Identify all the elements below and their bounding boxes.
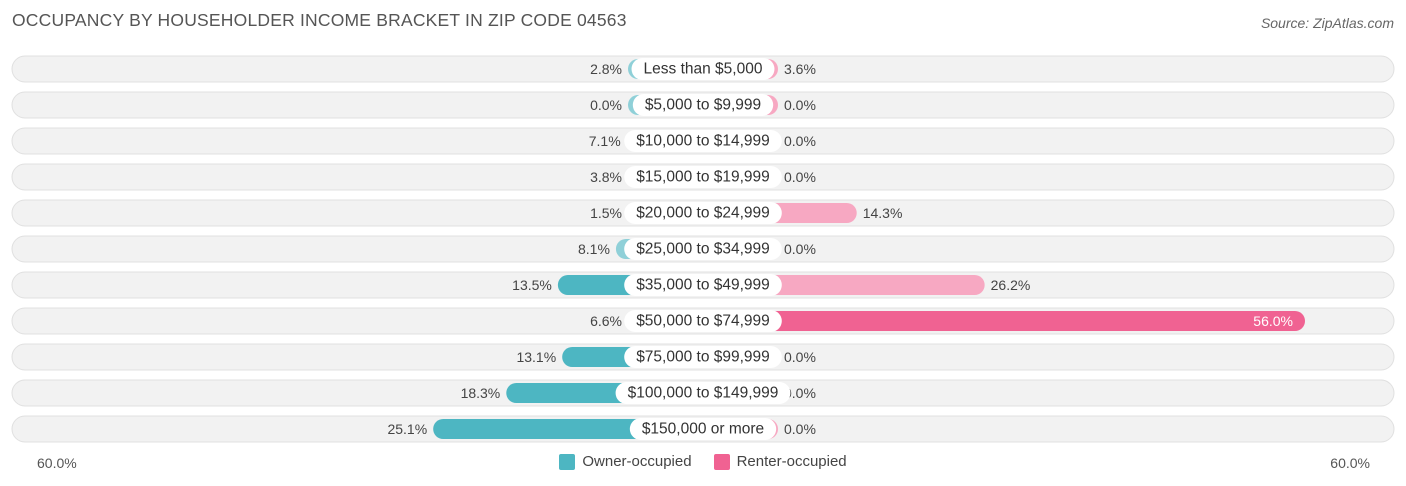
category-pill (624, 238, 782, 260)
category-pill (624, 310, 782, 332)
chart-source: Source: ZipAtlas.com (1260, 15, 1394, 31)
category-label: $150,000 or more (642, 421, 764, 438)
owner-value-label: 7.1% (589, 133, 621, 149)
owner-value-label: 18.3% (461, 385, 501, 401)
owner-value-label: 6.6% (590, 313, 622, 329)
category-label: $50,000 to $74,999 (636, 313, 770, 330)
legend: Owner-occupied Renter-occupied (0, 453, 1406, 470)
owner-value-label: 13.5% (512, 277, 552, 293)
category-label: Less than $5,000 (644, 61, 763, 78)
category-pill (624, 166, 782, 188)
renter-value-label: 26.2% (991, 277, 1031, 293)
category-pill (624, 274, 782, 296)
category-pill (615, 382, 791, 404)
axis-right-label: 60.0% (1330, 455, 1370, 471)
chart-title: OCCUPANCY BY HOUSEHOLDER INCOME BRACKET … (12, 10, 627, 30)
owner-value-label: 13.1% (516, 349, 556, 365)
category-label: $20,000 to $24,999 (636, 205, 770, 222)
category-label: $5,000 to $9,999 (645, 97, 761, 114)
owner-value-label: 3.8% (590, 169, 622, 185)
renter-value-label: 0.0% (784, 169, 816, 185)
legend-swatch-owner (559, 453, 576, 470)
owner-value-label: 1.5% (590, 205, 622, 221)
renter-value-label: 14.3% (863, 205, 903, 221)
renter-value-label: 0.0% (784, 349, 816, 365)
legend-swatch-renter (713, 453, 730, 470)
category-label: $15,000 to $19,999 (636, 169, 770, 186)
renter-value-label: 0.0% (784, 241, 816, 257)
owner-value-label: 2.8% (590, 61, 622, 77)
renter-value-label: 0.0% (784, 97, 816, 113)
category-pill (624, 130, 782, 152)
owner-value-label: 8.1% (578, 241, 610, 257)
category-pill (631, 58, 775, 80)
legend-label-renter: Renter-occupied (736, 453, 847, 470)
renter-value-label: 3.6% (784, 61, 816, 77)
axis-left-label: 60.0% (37, 455, 77, 471)
category-pill (629, 418, 777, 440)
category-pill (624, 346, 782, 368)
owner-value-label: 25.1% (387, 421, 427, 437)
renter-value-label: 0.0% (784, 421, 816, 437)
category-label: $100,000 to $149,999 (628, 385, 779, 402)
category-pill (624, 202, 782, 224)
renter-value-label: 56.0% (1253, 313, 1293, 329)
renter-value-label: 0.0% (784, 133, 816, 149)
legend-item-renter[interactable]: Renter-occupied (713, 453, 847, 470)
category-label: $10,000 to $14,999 (636, 133, 770, 150)
category-pill (632, 94, 774, 116)
renter-bar (703, 311, 1305, 331)
owner-value-label: 0.0% (590, 97, 622, 113)
category-label: $35,000 to $49,999 (636, 277, 770, 294)
category-label: $25,000 to $34,999 (636, 241, 770, 258)
legend-item-owner[interactable]: Owner-occupied (559, 453, 692, 470)
category-label: $75,000 to $99,999 (636, 349, 770, 366)
renter-value-label: 0.0% (784, 385, 816, 401)
legend-label-owner: Owner-occupied (582, 453, 692, 470)
